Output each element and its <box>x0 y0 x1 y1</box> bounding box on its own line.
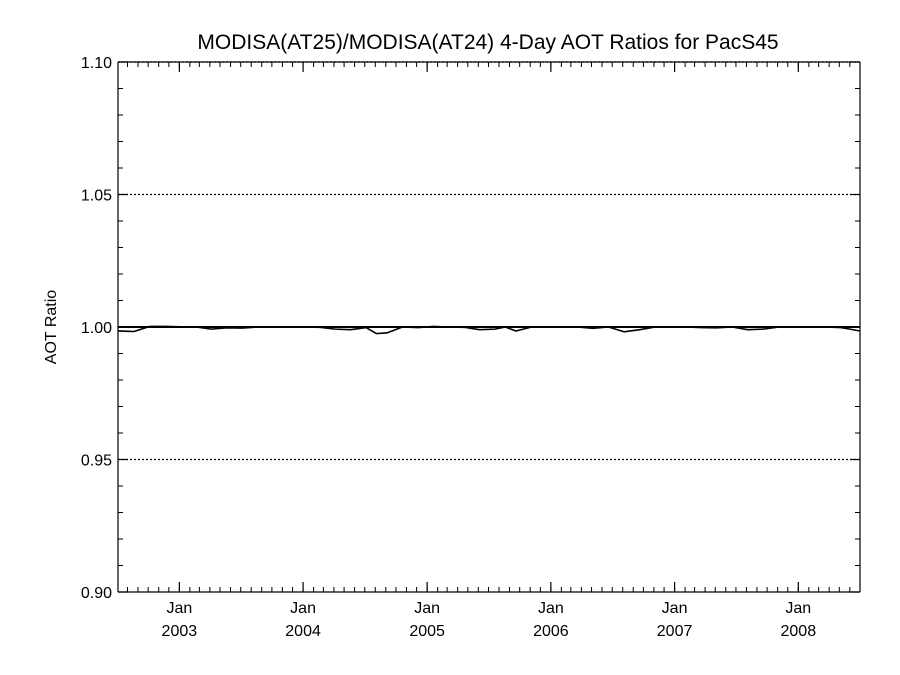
x-tick-label-month: Jan <box>166 600 192 617</box>
gridlines <box>118 61 860 461</box>
x-tick-label-month: Jan <box>538 600 564 617</box>
y-axis-label: AOT Ratio <box>43 290 60 365</box>
y-tick-label: 1.00 <box>81 320 112 337</box>
series-group <box>117 325 861 335</box>
x-tick-label-year: 2004 <box>285 623 321 640</box>
y-tick-label: 0.90 <box>81 585 112 602</box>
x-tick-label-year: 2008 <box>781 623 817 640</box>
x-tick-label-year: 2006 <box>533 623 569 640</box>
x-tick-label-year: 2003 <box>162 623 198 640</box>
chart-title: MODISA(AT25)/MODISA(AT24) 4-Day AOT Rati… <box>197 31 778 54</box>
y-tick-label: 1.10 <box>81 55 112 72</box>
x-tick-label-month: Jan <box>414 600 440 617</box>
x-tick-label-month: Jan <box>290 600 316 617</box>
x-tick-label-month: Jan <box>662 600 688 617</box>
x-tick-label-year: 2005 <box>409 623 445 640</box>
x-tick-label-month: Jan <box>785 600 811 617</box>
y-tick-label: 0.95 <box>81 453 112 470</box>
series-line <box>117 325 861 335</box>
x-tick-label-year: 2007 <box>657 623 693 640</box>
tick-labels: 0.90 0.95 1.00 1.05 1.10 Jan 2003 Jan 2004 Jan 200… <box>81 55 816 640</box>
y-tick-label: 1.05 <box>81 188 112 205</box>
axes <box>117 61 861 593</box>
